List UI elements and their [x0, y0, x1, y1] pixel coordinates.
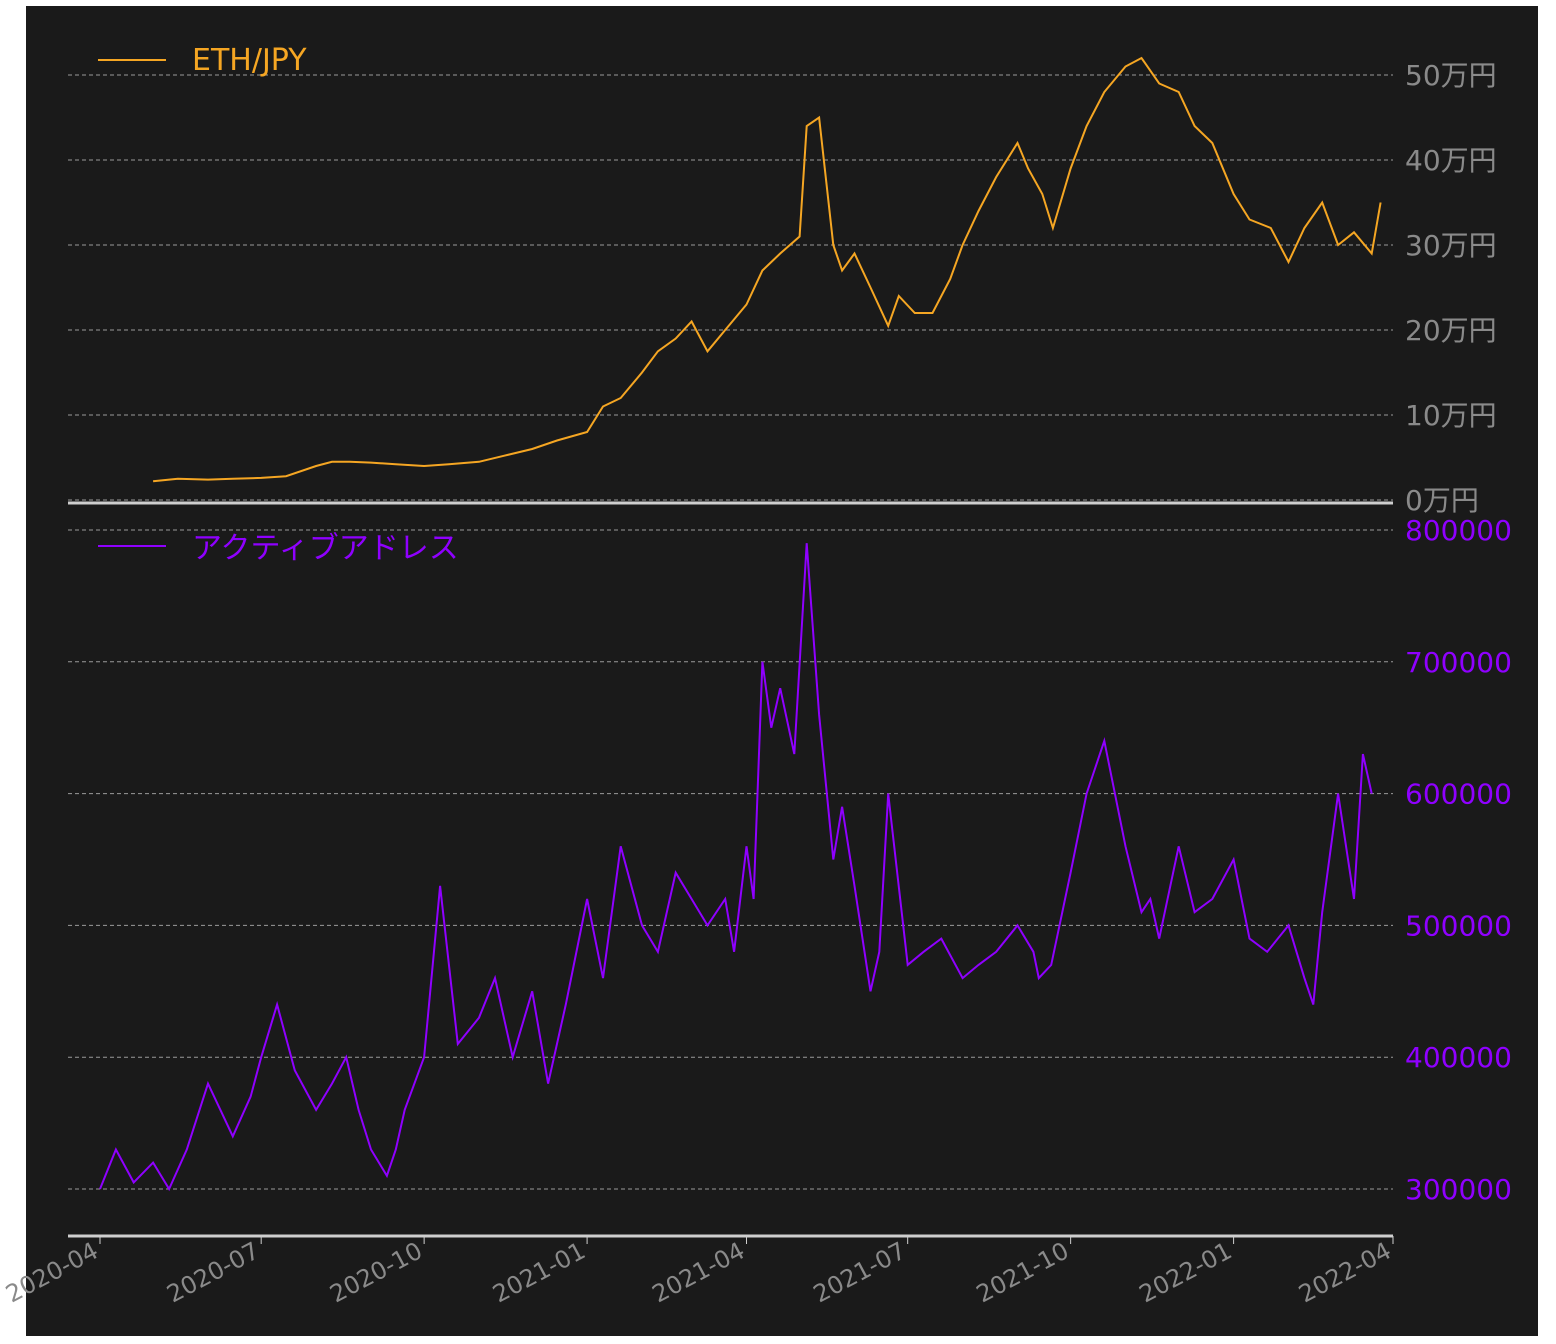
top-ytick-label: 40万円 — [1405, 144, 1497, 177]
top-ytick-label: 50万円 — [1405, 59, 1497, 92]
bottom-ytick-label: 600000 — [1405, 778, 1512, 811]
legend-label-eth: ETH/JPY — [192, 43, 307, 78]
top-ytick-label: 30万円 — [1405, 229, 1497, 262]
bottom-panel-grid — [68, 529, 1393, 1190]
bottom-ytick-label: 800000 — [1405, 514, 1512, 547]
chart-background — [26, 6, 1538, 1336]
top-panel-grid — [68, 74, 1393, 501]
top-y-axis-ticks: 0万円 10万円 20万円 30万円 40万円 50万円 — [1405, 59, 1497, 517]
bottom-ytick-label: 500000 — [1405, 909, 1512, 942]
bottom-y-axis-ticks: 300000 400000 500000 600000 700000 800000 — [1405, 514, 1512, 1206]
series-line-eth-jpy — [152, 56, 1382, 483]
legend-bottom: アクティブアドレス — [98, 531, 459, 566]
top-ytick-label: 20万円 — [1405, 314, 1497, 347]
legend-top: ETH/JPY — [98, 43, 307, 78]
top-ytick-label: 0万円 — [1405, 484, 1479, 517]
top-ytick-label: 10万円 — [1405, 399, 1497, 432]
legend-label-addresses: アクティブアドレス — [192, 531, 459, 566]
bottom-ytick-label: 700000 — [1405, 646, 1512, 679]
series-line-active-addresses — [99, 543, 1373, 1192]
bottom-ytick-label: 300000 — [1405, 1173, 1512, 1206]
bottom-ytick-label: 400000 — [1405, 1041, 1512, 1074]
